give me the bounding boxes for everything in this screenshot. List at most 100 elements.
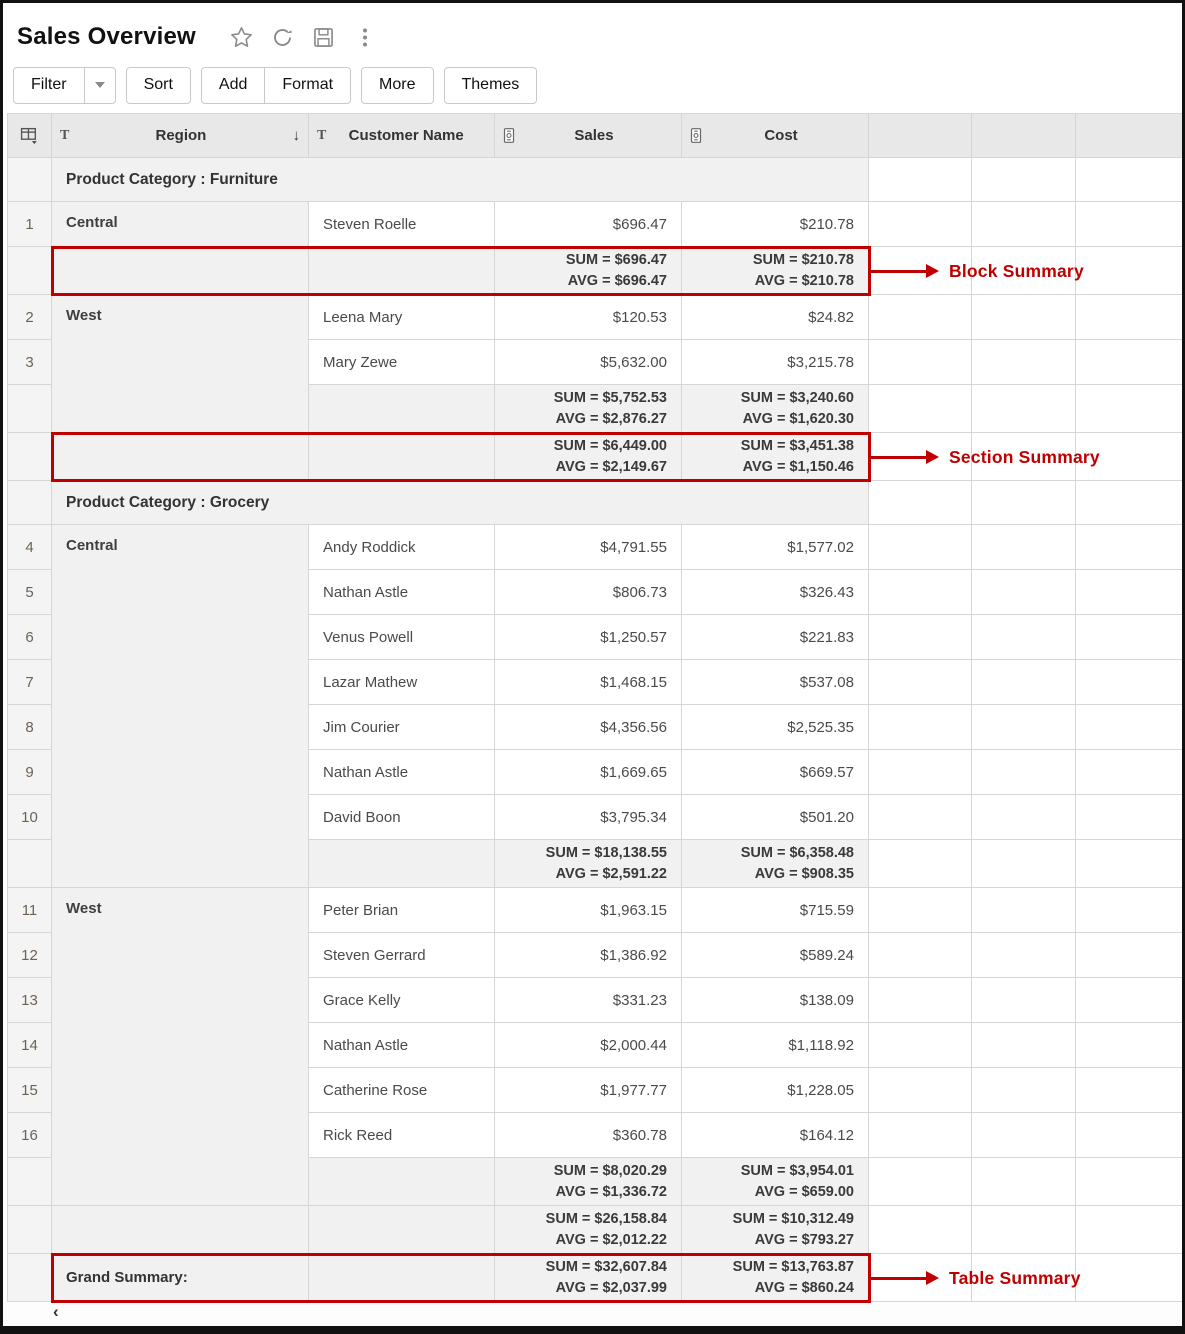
- sales-cell[interactable]: $2,000.44: [494, 1022, 682, 1068]
- sales-cell[interactable]: $1,669.65: [494, 749, 682, 795]
- column-header-region[interactable]: T Region ↓: [51, 113, 309, 158]
- sales-cell[interactable]: $360.78: [494, 1112, 682, 1158]
- region-cell[interactable]: West: [51, 294, 309, 433]
- customer-cell[interactable]: Nathan Astle: [308, 749, 495, 795]
- sales-cell[interactable]: $331.23: [494, 977, 682, 1023]
- title-bar: Sales Overview: [3, 3, 1182, 59]
- themes-button-wrap: Themes: [443, 66, 538, 104]
- cost-cell[interactable]: $501.20: [681, 794, 869, 840]
- customer-cell[interactable]: Lazar Mathew: [308, 659, 495, 705]
- star-icon[interactable]: [230, 25, 254, 49]
- customer-cell[interactable]: Grace Kelly: [308, 977, 495, 1023]
- cost-cell[interactable]: $715.59: [681, 887, 869, 933]
- section-header-row: Product Category : Furniture: [7, 157, 1182, 202]
- region-cell[interactable]: West: [51, 887, 309, 1206]
- cost-cell[interactable]: $138.09: [681, 977, 869, 1023]
- scroll-left-icon[interactable]: ‹: [53, 1302, 59, 1321]
- sales-cell[interactable]: $1,468.15: [494, 659, 682, 705]
- sales-cell[interactable]: $1,977.77: [494, 1067, 682, 1113]
- cost-cell[interactable]: $3,215.78: [681, 339, 869, 385]
- page-title: Sales Overview: [17, 23, 196, 50]
- customer-cell[interactable]: Venus Powell: [308, 614, 495, 660]
- cost-cell[interactable]: $221.83: [681, 614, 869, 660]
- cost-cell[interactable]: $1,118.92: [681, 1022, 869, 1068]
- cost-summary-cell: SUM = $3,451.38 AVG = $1,150.46: [681, 432, 869, 481]
- column-header-customer[interactable]: T Customer Name: [308, 113, 495, 158]
- customer-cell[interactable]: Nathan Astle: [308, 1022, 495, 1068]
- filter-dropdown-button[interactable]: [83, 67, 115, 103]
- sales-summary-cell: SUM = $6,449.00 AVG = $2,149.67: [494, 432, 682, 481]
- customer-cell[interactable]: Andy Roddick: [308, 524, 495, 570]
- cost-cell[interactable]: $589.24: [681, 932, 869, 978]
- customer-cell[interactable]: Peter Brian: [308, 887, 495, 933]
- kebab-menu-icon[interactable]: [353, 25, 377, 49]
- grand-summary-row: Grand Summary: SUM = $32,607.84 AVG = $2,…: [7, 1253, 1182, 1302]
- cost-cell[interactable]: $164.12: [681, 1112, 869, 1158]
- region-cell[interactable]: Central: [51, 201, 309, 295]
- sales-cell[interactable]: $4,791.55: [494, 524, 682, 570]
- sales-cell[interactable]: $4,356.56: [494, 704, 682, 750]
- table-row: 7 Lazar Mathew $1,468.15 $537.08: [7, 659, 1182, 705]
- cost-cell[interactable]: $1,228.05: [681, 1067, 869, 1113]
- sales-cell[interactable]: $1,386.92: [494, 932, 682, 978]
- customer-cell[interactable]: Steven Roelle: [308, 201, 495, 247]
- table-row: 6 Venus Powell $1,250.57 $221.83: [7, 614, 1182, 660]
- section-header-furniture[interactable]: Product Category : Furniture: [51, 157, 869, 202]
- cost-cell[interactable]: $1,577.02: [681, 524, 869, 570]
- cost-cell[interactable]: $24.82: [681, 294, 869, 340]
- sales-cell[interactable]: $696.47: [494, 201, 682, 247]
- cost-cell[interactable]: $326.43: [681, 569, 869, 615]
- refresh-icon[interactable]: [271, 25, 295, 49]
- region-cell[interactable]: Central: [51, 524, 309, 888]
- row-number: 11: [7, 887, 52, 933]
- cost-cell[interactable]: $210.78: [681, 201, 869, 247]
- table-row: 11 West Peter Brian $1,963.15 $715.59: [7, 887, 1182, 1206]
- add-button[interactable]: Add: [218, 76, 248, 93]
- table-row: 16 Rick Reed $360.78 $164.12: [7, 1112, 1182, 1158]
- section-header-grocery[interactable]: Product Category : Grocery: [51, 480, 869, 525]
- sales-cell[interactable]: $5,632.00: [494, 339, 682, 385]
- customer-cell[interactable]: David Boon: [308, 794, 495, 840]
- sales-cell[interactable]: $1,963.15: [494, 887, 682, 933]
- block-summary-row: SUM = $696.47 AVG = $696.47 SUM = $210.78…: [7, 246, 1182, 295]
- sales-summary-cell: SUM = $8,020.29 AVG = $1,336.72: [494, 1157, 682, 1206]
- more-button[interactable]: More: [379, 76, 416, 93]
- row-number: 2: [7, 294, 52, 340]
- cost-cell[interactable]: $2,525.35: [681, 704, 869, 750]
- horizontal-scrollbar[interactable]: ‹: [3, 1302, 1182, 1321]
- format-button[interactable]: Format: [264, 67, 350, 103]
- customer-cell[interactable]: Leena Mary: [308, 294, 495, 340]
- table-row: 10 David Boon $3,795.34 $501.20: [7, 794, 1182, 840]
- themes-button[interactable]: Themes: [461, 76, 520, 93]
- column-header-cost[interactable]: Cost: [681, 113, 869, 158]
- customer-cell[interactable]: Nathan Astle: [308, 569, 495, 615]
- block-summary-row: SUM = $5,752.53 AVG = $2,876.27 SUM = $3,…: [7, 384, 1182, 433]
- row-number: 1: [7, 201, 52, 247]
- sort-button[interactable]: Sort: [143, 76, 173, 93]
- customer-cell[interactable]: Jim Courier: [308, 704, 495, 750]
- save-icon[interactable]: [312, 25, 336, 49]
- filter-button[interactable]: Filter: [31, 76, 67, 93]
- empty-column-header[interactable]: [1075, 113, 1182, 158]
- row-number: 3: [7, 339, 52, 385]
- customer-cell[interactable]: Mary Zewe: [308, 339, 495, 385]
- empty-column-header[interactable]: [868, 113, 972, 158]
- row-number: 8: [7, 704, 52, 750]
- column-selector-header[interactable]: [7, 113, 52, 158]
- row-number: 9: [7, 749, 52, 795]
- cost-cell[interactable]: $669.57: [681, 749, 869, 795]
- sales-cell[interactable]: $806.73: [494, 569, 682, 615]
- sales-cell[interactable]: $3,795.34: [494, 794, 682, 840]
- cost-cell[interactable]: $537.08: [681, 659, 869, 705]
- empty-column-header[interactable]: [971, 113, 1076, 158]
- add-format-group: Add Format: [200, 66, 352, 104]
- customer-cell[interactable]: Catherine Rose: [308, 1067, 495, 1113]
- sales-cell[interactable]: $1,250.57: [494, 614, 682, 660]
- grand-summary-label: Grand Summary:: [51, 1253, 309, 1302]
- sort-desc-icon[interactable]: ↓: [292, 127, 301, 144]
- sales-cell[interactable]: $120.53: [494, 294, 682, 340]
- column-header-sales[interactable]: Sales: [494, 113, 682, 158]
- customer-cell[interactable]: Rick Reed: [308, 1112, 495, 1158]
- customer-cell[interactable]: Steven Gerrard: [308, 932, 495, 978]
- currency-type-icon: [690, 127, 702, 144]
